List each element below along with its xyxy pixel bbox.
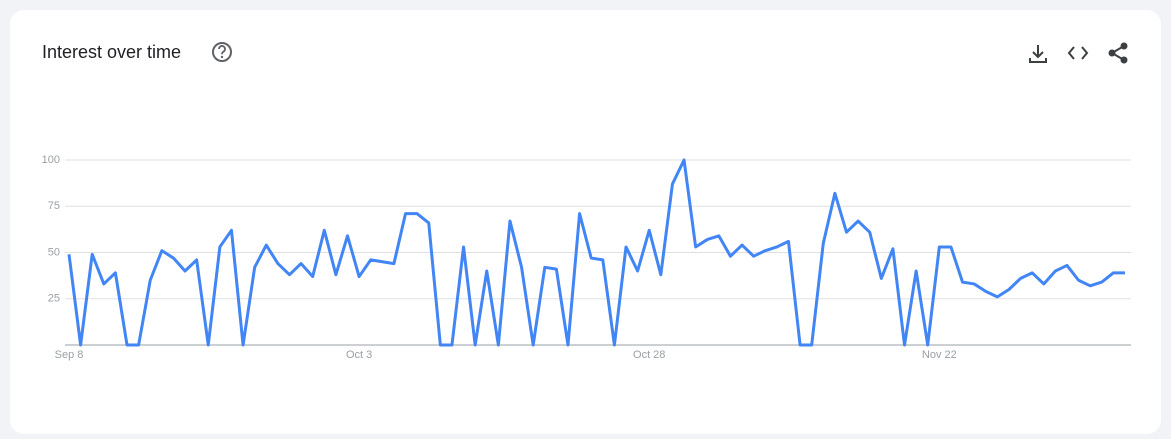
x-tick-label: Sep 8 xyxy=(55,349,84,361)
x-tick-label: Oct 28 xyxy=(633,349,665,361)
download-icon[interactable] xyxy=(1029,45,1047,63)
x-tick-label: Oct 3 xyxy=(346,349,372,361)
card xyxy=(10,10,1161,434)
line xyxy=(67,158,1125,347)
y-tick-label: 25 xyxy=(48,293,60,305)
y-tick-label: 50 xyxy=(48,246,60,258)
chart-title: Interest over time xyxy=(42,42,181,62)
share-icon[interactable] xyxy=(1108,42,1128,64)
x-tick-label: Nov 22 xyxy=(922,349,957,361)
embed-icon[interactable] xyxy=(1067,46,1089,60)
y-tick-label: 100 xyxy=(42,154,60,166)
y-tick-label: 75 xyxy=(48,200,60,212)
help-icon[interactable] xyxy=(212,42,232,62)
